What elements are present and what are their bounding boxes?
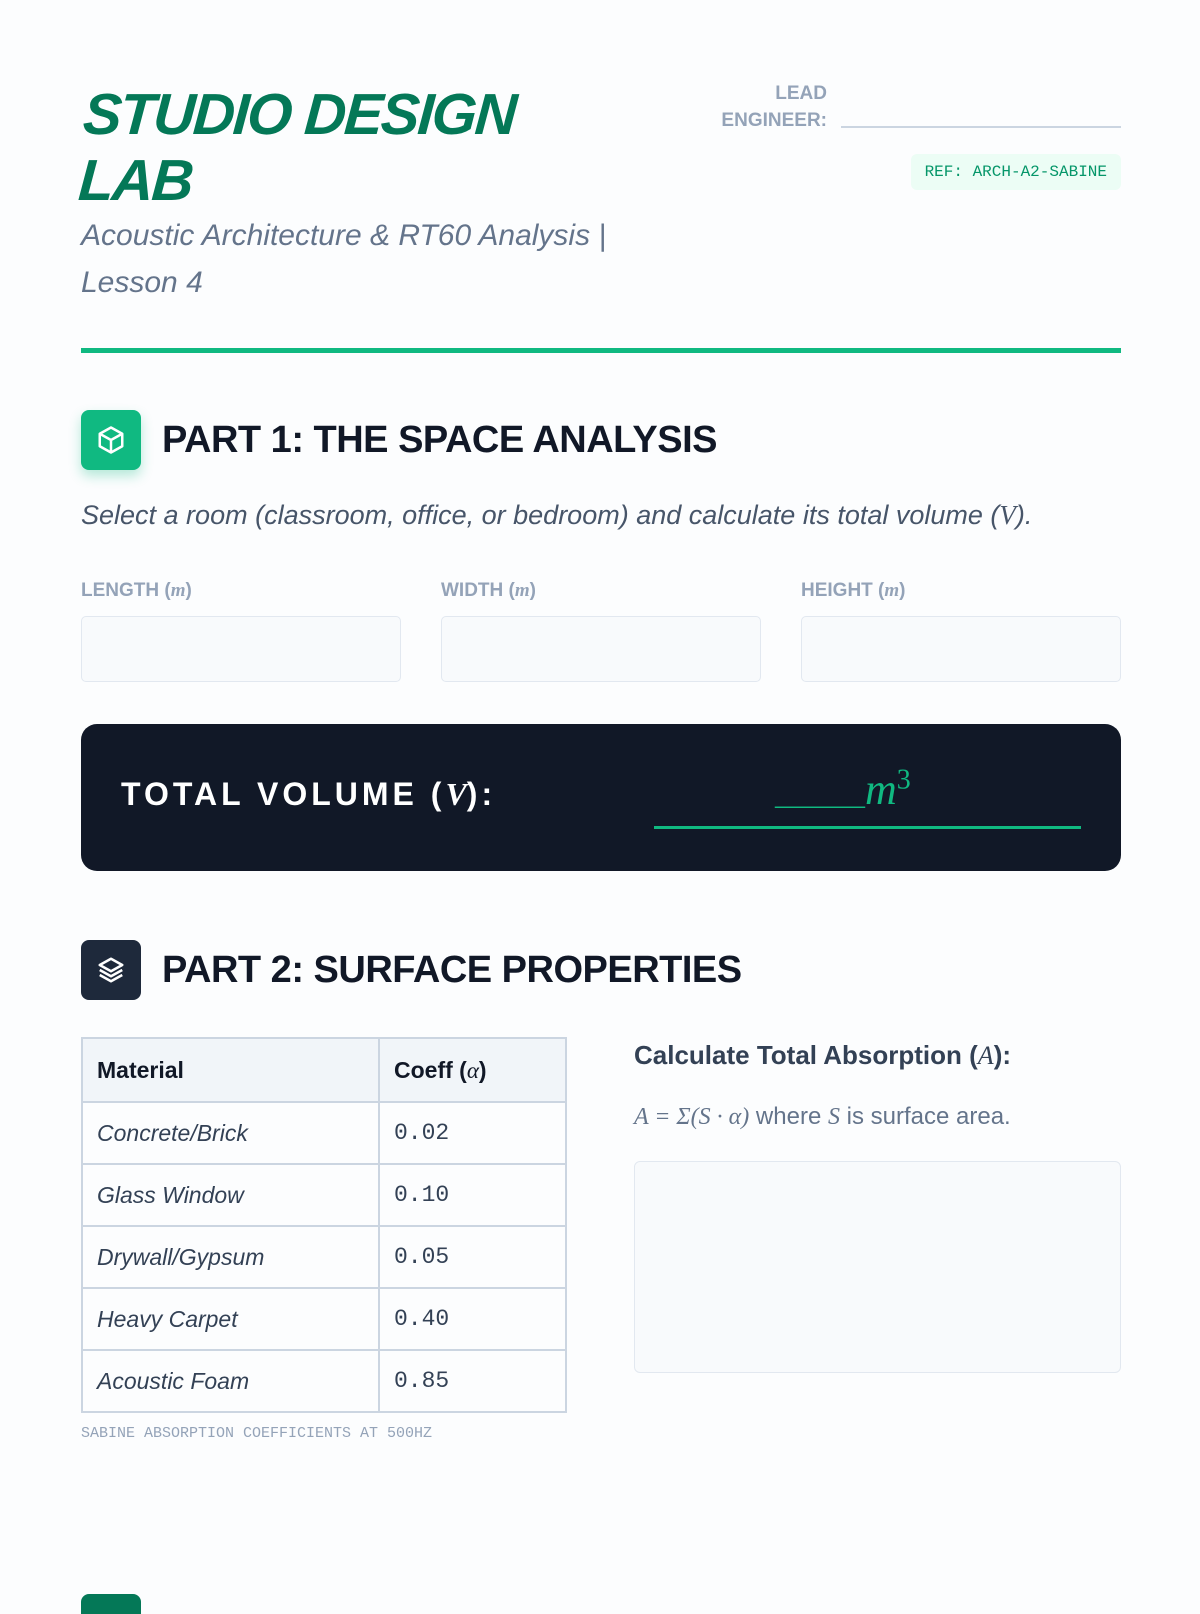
- length-input[interactable]: [81, 616, 401, 682]
- dimension-fields: LENGTH (m) WIDTH (m) HEIGHT (m): [81, 580, 1121, 682]
- volume-unit-m: m: [865, 765, 897, 814]
- width-input[interactable]: [441, 616, 761, 682]
- volume-label-end: ):: [466, 776, 497, 812]
- volume-label-var: V: [445, 776, 467, 812]
- length-unit: m: [170, 580, 186, 601]
- width-label: WIDTH (m): [441, 580, 536, 601]
- absorption-title: Calculate Total Absorption (A):: [634, 1040, 1121, 1071]
- height-field: HEIGHT (m): [801, 580, 1121, 682]
- part1-instruction: Select a room (classroom, office, or bed…: [81, 500, 1032, 531]
- volume-label-text: TOTAL VOLUME (: [121, 776, 446, 812]
- formula-text: where: [749, 1103, 828, 1130]
- height-input[interactable]: [801, 616, 1121, 682]
- lead-engineer-field[interactable]: LEAD ENGINEER:: [717, 80, 1121, 134]
- brand-title: STUDIO DESIGN LAB: [76, 82, 518, 213]
- absorption-var: A: [977, 1041, 994, 1070]
- header-material: Material: [81, 1037, 380, 1103]
- ref-badge: REF: ARCH-A2-SABINE: [910, 154, 1121, 190]
- height-label: HEIGHT (m): [801, 580, 906, 601]
- instruction-end: ).: [1015, 500, 1033, 530]
- worksheet: STUDIO DESIGN LAB Acoustic Architecture …: [76, 0, 1121, 1614]
- formula-math: A = Σ(S · α): [634, 1104, 750, 1130]
- header-divider: [81, 348, 1121, 353]
- absorption-section: Calculate Total Absorption (A): A = Σ(S …: [634, 1040, 1121, 1373]
- formula-end: is surface area.: [839, 1103, 1011, 1130]
- length-label-text: LENGTH: [81, 580, 160, 601]
- total-volume-label: TOTAL VOLUME (V):: [121, 776, 496, 813]
- width-field: WIDTH (m): [441, 580, 761, 682]
- formula-s-var: S: [827, 1104, 840, 1130]
- width-label-text: WIDTH: [441, 580, 504, 601]
- absorption-answer-box[interactable]: [634, 1161, 1121, 1373]
- coeff-cell: 0.85: [378, 1349, 567, 1413]
- table-header-row: Material Coeff (α): [81, 1037, 567, 1103]
- subtitle: Acoustic Architecture & RT60 Analysis | …: [81, 219, 607, 299]
- coeff-cell: 0.02: [378, 1101, 567, 1165]
- header-coeff-close: ): [478, 1056, 487, 1083]
- material-cell: Heavy Carpet: [81, 1287, 380, 1351]
- table-row: Concrete/Brick 0.02: [81, 1101, 567, 1165]
- part1-heading: PART 1: THE SPACE ANALYSIS: [81, 410, 717, 470]
- volume-blank: ______: [775, 778, 865, 811]
- coeff-cell: 0.40: [378, 1287, 567, 1351]
- width-unit: m: [514, 580, 530, 601]
- part1-title: PART 1: THE SPACE ANALYSIS: [162, 418, 717, 461]
- coeff-cell: 0.05: [378, 1225, 567, 1289]
- absorption-title-text: Calculate Total Absorption (: [634, 1040, 978, 1070]
- table-caption: SABINE ABSORPTION COEFFICIENTS AT 500HZ: [81, 1425, 433, 1442]
- part3-icon-partial: [81, 1594, 141, 1614]
- part2-heading: PART 2: SURFACE PROPERTIES: [81, 940, 742, 1000]
- length-label: LENGTH (m): [81, 580, 192, 601]
- total-volume-input[interactable]: [654, 826, 1081, 829]
- table-row: Acoustic Foam 0.85: [81, 1349, 567, 1413]
- table-row: Drywall/Gypsum 0.05: [81, 1225, 567, 1289]
- height-label-text: HEIGHT: [801, 580, 873, 601]
- absorption-title-end: ):: [993, 1040, 1012, 1070]
- height-unit: m: [884, 580, 900, 601]
- material-cell: Acoustic Foam: [81, 1349, 380, 1413]
- instruction-text: Select a room (classroom, office, or bed…: [81, 500, 1000, 530]
- volume-unit-exp: 3: [896, 764, 911, 796]
- coeff-cell: 0.10: [378, 1163, 567, 1227]
- lead-engineer-input[interactable]: [841, 126, 1121, 128]
- materials-table: Material Coeff (α) Concrete/Brick 0.02 Gl…: [81, 1037, 567, 1413]
- material-cell: Concrete/Brick: [81, 1101, 380, 1165]
- header-coeff-text: Coeff (: [394, 1056, 467, 1083]
- absorption-formula: A = Σ(S · α) where S is surface area.: [634, 1103, 1121, 1131]
- table-row: Glass Window 0.10: [81, 1163, 567, 1227]
- header-coeff: Coeff (α): [378, 1037, 567, 1103]
- header: STUDIO DESIGN LAB Acoustic Architecture …: [76, 0, 1121, 355]
- length-field: LENGTH (m): [81, 580, 401, 682]
- volume-var: V: [999, 500, 1016, 530]
- cube-icon: [81, 410, 141, 470]
- material-cell: Glass Window: [81, 1163, 380, 1227]
- alpha-symbol: α: [466, 1057, 479, 1083]
- lead-engineer-label: LEAD ENGINEER:: [721, 83, 827, 131]
- total-volume-panel: TOTAL VOLUME (V): ______m3: [81, 724, 1121, 871]
- material-cell: Drywall/Gypsum: [81, 1225, 380, 1289]
- volume-unit: ______m3: [775, 764, 911, 815]
- part2-title: PART 2: SURFACE PROPERTIES: [162, 948, 742, 991]
- layers-icon: [81, 940, 141, 1000]
- table-row: Heavy Carpet 0.40: [81, 1287, 567, 1351]
